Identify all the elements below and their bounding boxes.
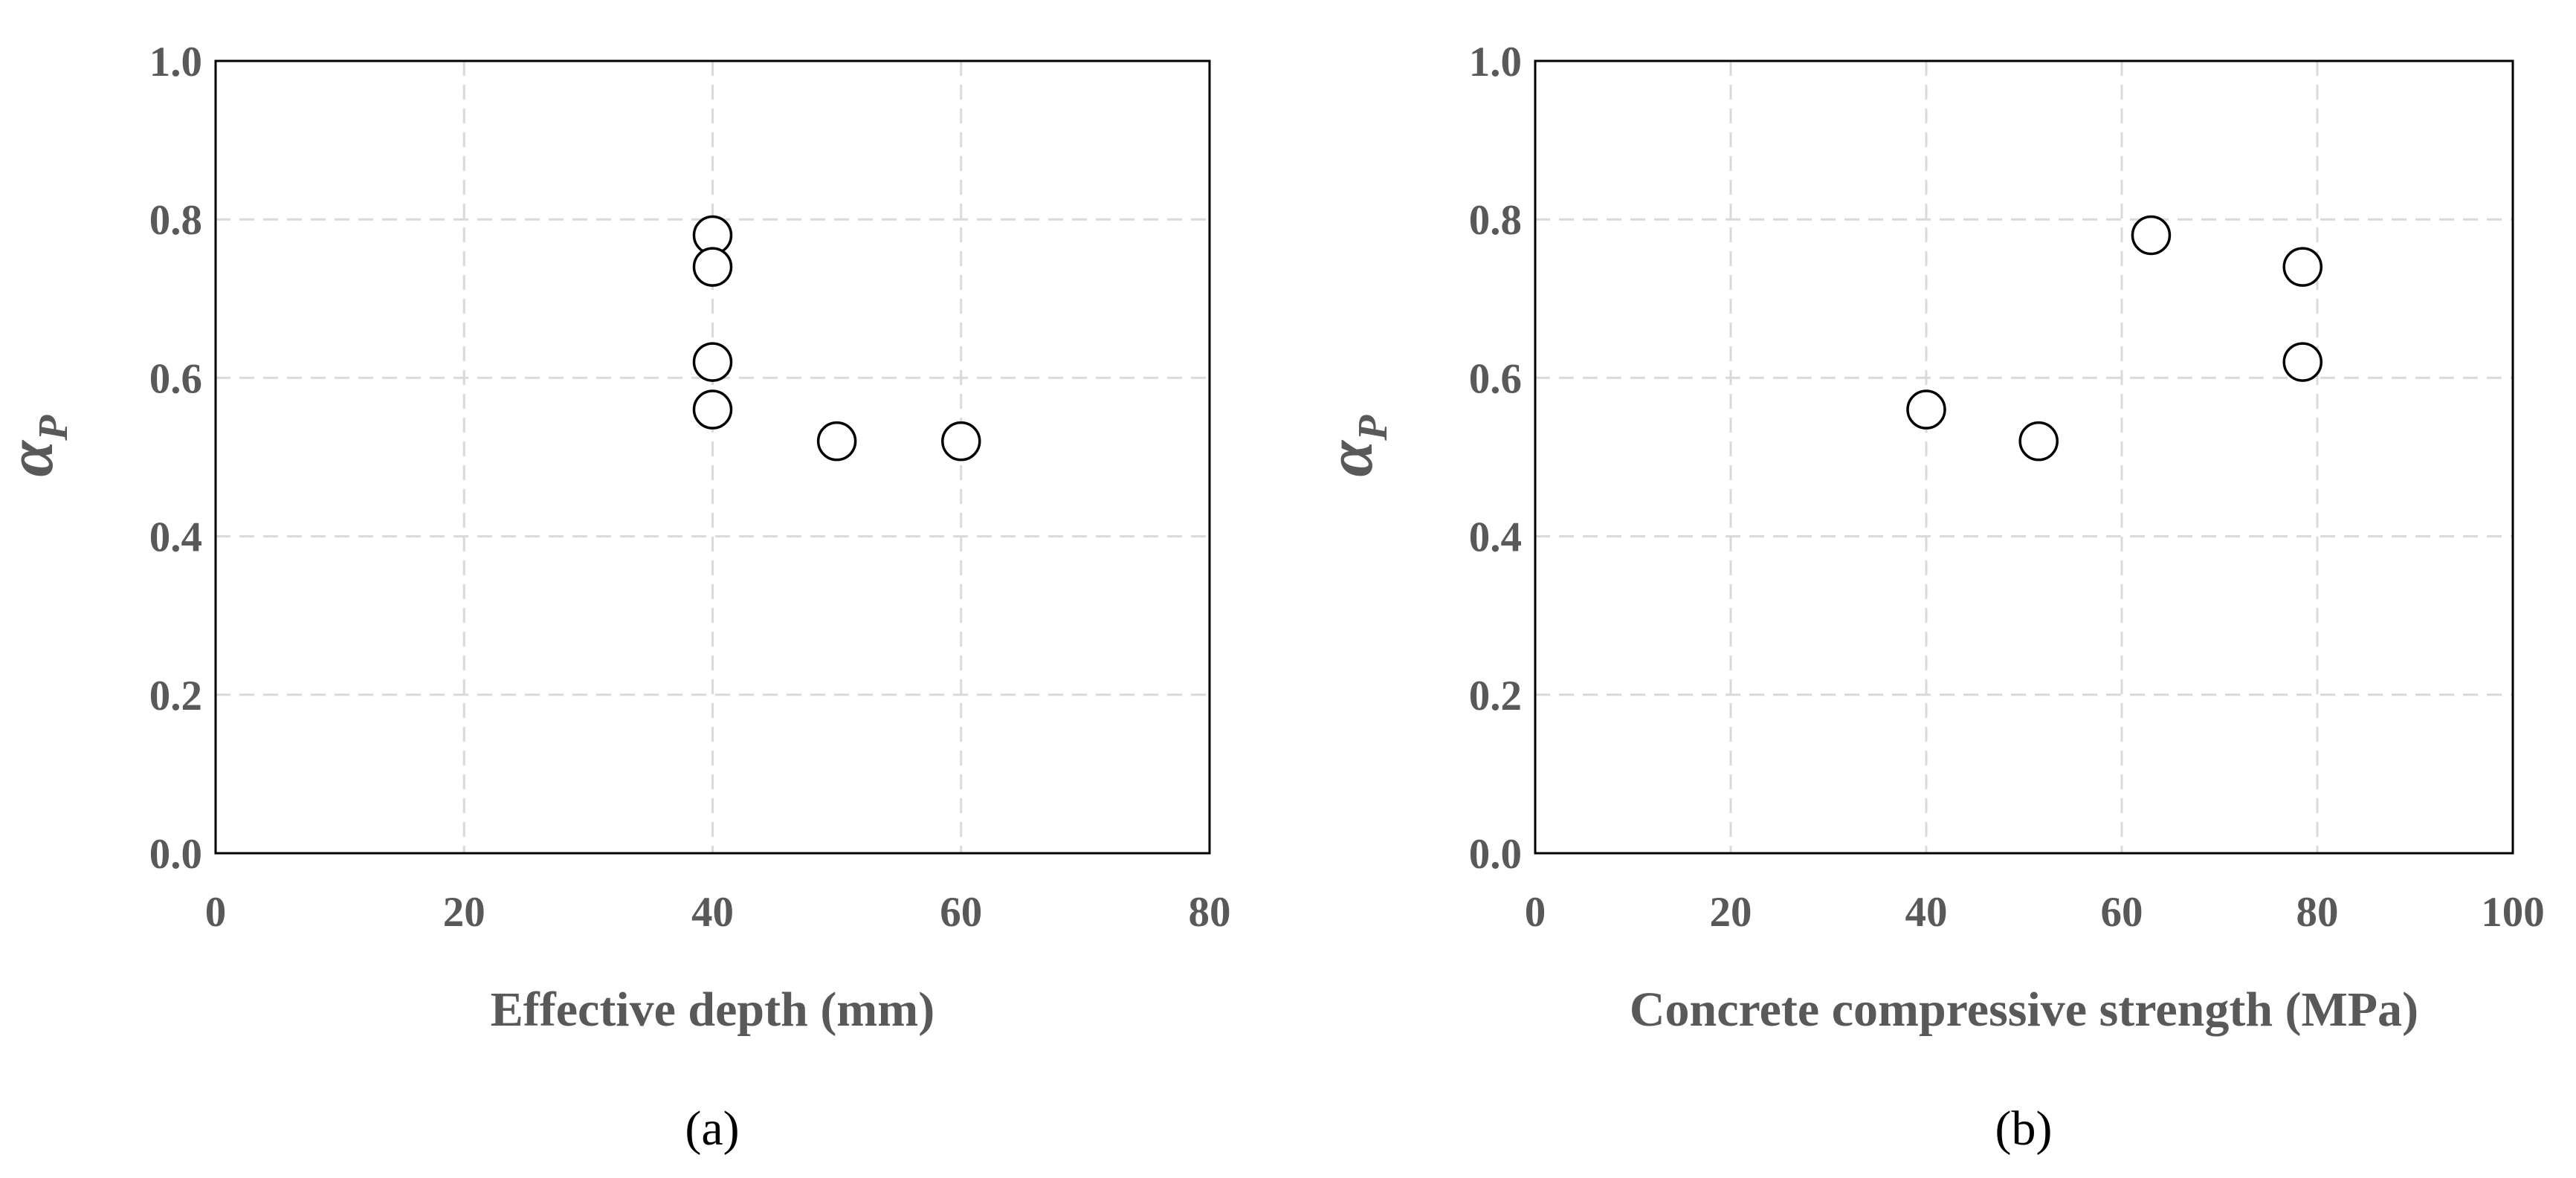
y-tick-label: 0.4 <box>149 514 202 561</box>
x-tick-label: 80 <box>1189 889 1231 936</box>
chart-panel-a: 0 20 40 60 80 0.0 0.2 0.4 0.6 0.8 1.0 Effective dep… <box>0 39 1231 1156</box>
x-tick-label: 80 <box>2296 889 2339 936</box>
x-axis-label: Concrete compressive strength (MPa) <box>1630 983 2418 1037</box>
y-axis-label: αP <box>1314 415 1396 477</box>
x-tick-label: 0 <box>205 889 227 936</box>
x-tick-label: 20 <box>443 889 485 936</box>
y-tick-label: 0.8 <box>1469 197 1522 244</box>
plot-area-frame <box>214 59 1211 855</box>
y-tick-label: 0.4 <box>1469 514 1522 561</box>
panel-label: (b) <box>1995 1101 2053 1156</box>
data-point <box>692 342 733 382</box>
x-tick-label: 40 <box>1905 889 1948 936</box>
data-point <box>941 421 981 462</box>
y-tick-label: 0.8 <box>149 197 202 244</box>
data-point <box>692 247 733 287</box>
data-point <box>2282 247 2323 287</box>
data-point <box>692 389 733 430</box>
y-tick-label: 0.2 <box>1469 673 1522 719</box>
x-tick-label: 40 <box>691 889 734 936</box>
y-tick-label: 1.0 <box>1469 39 1522 85</box>
data-point <box>2018 421 2059 462</box>
y-axis-label: αP <box>0 415 77 477</box>
x-tick-label: 60 <box>2101 889 2143 936</box>
y-tick-label: 0.2 <box>149 673 202 719</box>
y-axis-label-main: α <box>1314 439 1387 476</box>
y-axis-label-main: α <box>0 439 67 476</box>
x-tick-label: 100 <box>2481 889 2545 936</box>
data-point <box>816 421 857 462</box>
panel-label: (a) <box>685 1101 739 1156</box>
y-tick-label: 1.0 <box>149 39 202 85</box>
x-axis-label: Effective depth (mm) <box>491 983 934 1037</box>
y-axis-label-subscript: P <box>1350 415 1396 441</box>
y-tick-label: 0.0 <box>1469 831 1522 878</box>
chart-panel-b: 0 20 40 60 80 100 0.0 0.2 0.4 0.6 0.8 1.0 Concrete c… <box>1314 39 2545 1156</box>
data-point <box>2131 215 2172 256</box>
plot-area-frame <box>1534 59 2514 855</box>
data-point <box>1906 389 1946 430</box>
x-tick-label: 60 <box>940 889 982 936</box>
y-tick-label: 0.6 <box>149 355 202 402</box>
x-tick-label: 20 <box>1710 889 1752 936</box>
y-tick-label: 0.0 <box>149 831 202 878</box>
y-axis-label-subscript: P <box>30 415 77 441</box>
x-tick-label: 0 <box>1525 889 1546 936</box>
y-tick-label: 0.6 <box>1469 355 1522 402</box>
data-point <box>2282 342 2323 382</box>
